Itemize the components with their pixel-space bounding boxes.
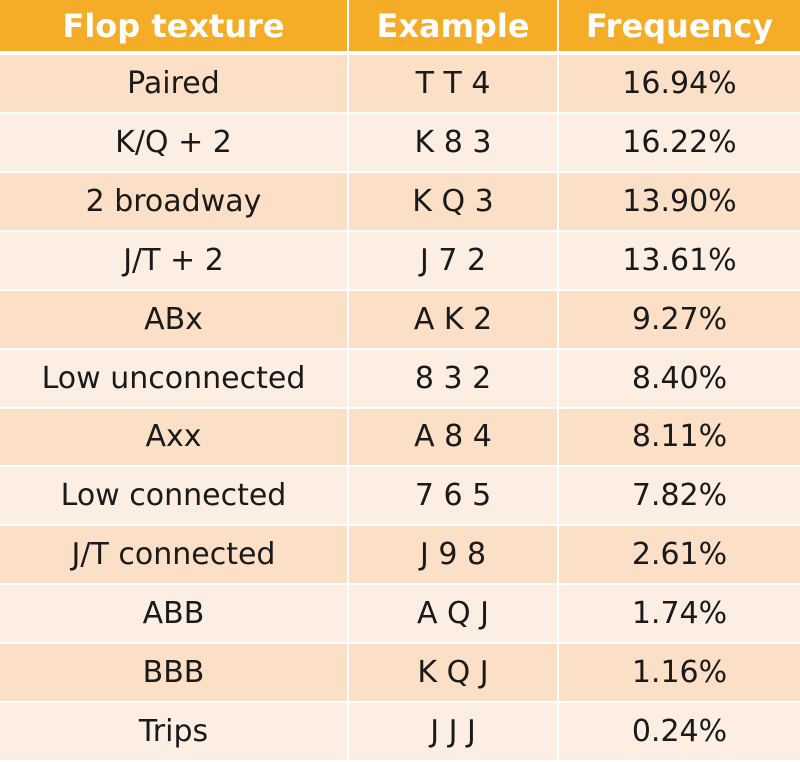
table-cell-example: 8 3 2 bbox=[349, 349, 559, 409]
table-cell-texture: K/Q + 2 bbox=[0, 113, 349, 173]
header-flop-texture: Flop texture bbox=[0, 0, 349, 55]
table-cell-frequency: 13.90% bbox=[559, 172, 800, 232]
header-example: Example bbox=[349, 0, 559, 55]
table-cell-texture: 2 broadway bbox=[0, 172, 349, 232]
table-cell-example: A 8 4 bbox=[349, 408, 559, 468]
table-cell-example: J 7 2 bbox=[349, 231, 559, 291]
table-cell-example: J J J bbox=[349, 703, 559, 762]
table-cell-frequency: 0.24% bbox=[559, 703, 800, 762]
table-cell-texture: Low connected bbox=[0, 467, 349, 527]
table-cell-texture: Trips bbox=[0, 703, 349, 762]
table-cell-frequency: 8.40% bbox=[559, 349, 800, 409]
table-cell-texture: J/T + 2 bbox=[0, 231, 349, 291]
table-cell-texture: Low unconnected bbox=[0, 349, 349, 409]
table-cell-example: A Q J bbox=[349, 585, 559, 645]
table-cell-frequency: 2.61% bbox=[559, 526, 800, 586]
table-cell-frequency: 1.16% bbox=[559, 644, 800, 704]
table-cell-example: K Q 3 bbox=[349, 172, 559, 232]
table-cell-example: K 8 3 bbox=[349, 113, 559, 173]
table-cell-example: J 9 8 bbox=[349, 526, 559, 586]
table-cell-frequency: 9.27% bbox=[559, 290, 800, 350]
table-cell-frequency: 8.11% bbox=[559, 408, 800, 468]
table-cell-texture: J/T connected bbox=[0, 526, 349, 586]
table-cell-frequency: 1.74% bbox=[559, 585, 800, 645]
table-cell-example: A K 2 bbox=[349, 290, 559, 350]
table-cell-texture: Paired bbox=[0, 55, 349, 114]
header-frequency: Frequency bbox=[559, 0, 800, 55]
table-cell-texture: BBB bbox=[0, 644, 349, 704]
table-cell-frequency: 16.94% bbox=[559, 55, 800, 114]
table-cell-texture: ABx bbox=[0, 290, 349, 350]
table-cell-frequency: 13.61% bbox=[559, 231, 800, 291]
table-cell-example: 7 6 5 bbox=[349, 467, 559, 527]
table-cell-frequency: 7.82% bbox=[559, 467, 800, 527]
table-cell-example: K Q J bbox=[349, 644, 559, 704]
table-cell-texture: Axx bbox=[0, 408, 349, 468]
table-cell-frequency: 16.22% bbox=[559, 113, 800, 173]
table-cell-example: T T 4 bbox=[349, 55, 559, 114]
table-cell-texture: ABB bbox=[0, 585, 349, 645]
